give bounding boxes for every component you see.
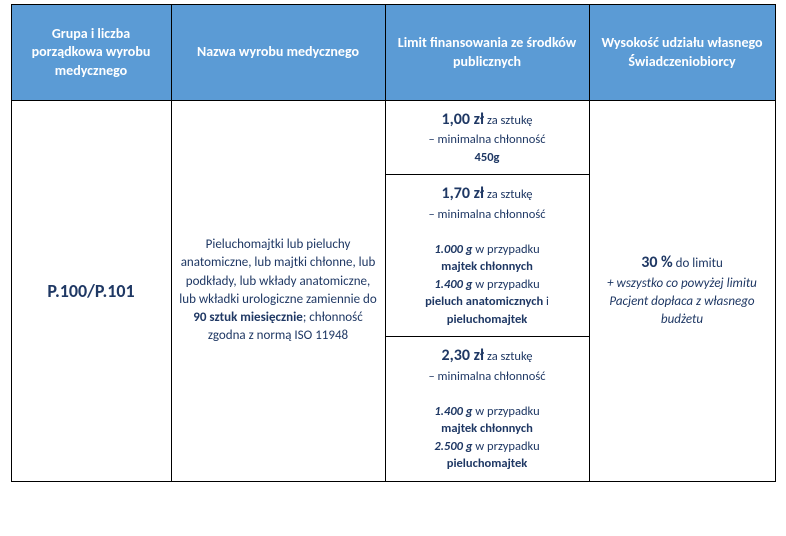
limit2-d0-g: 1.400 g [434,404,472,419]
limit1-d1-bold: pieluch anatomicznych [425,294,543,309]
limit2-d1-bold: pieluchomajtek [447,456,528,471]
limit2-d0-txt: w przypadku [472,404,539,419]
copay-note: + wszystko co powyżej limitu Pacjent dop… [607,276,757,327]
limit1-per: za sztukę [484,187,532,202]
name-bold: 90 sztuk miesięcznie [193,310,303,325]
limit0-price: 1,00 zł [442,110,485,129]
limit2-d1-g: 2.500 g [434,439,472,454]
limit1-d1-and: i [543,294,549,309]
limit1-d0-bold: majtek chłonnych [441,259,533,274]
table-header-row: Grupa i liczba porządkowa wyrobu medyczn… [11,5,775,101]
limit2-dash: – minimalna chłonność [428,369,545,384]
cell-limit-2: 2,30 zł za sztukę – minimalna chłonność … [385,337,589,481]
copay-pct: 30 % [641,253,673,272]
cell-copay: 30 % do limitu + wszystko co powyżej lim… [589,101,775,482]
limit1-d1-bold2: pieluchomajtek [447,312,528,327]
limit1-dash: – minimalna chłonność [428,207,545,222]
limit2-price: 2,30 zł [442,346,485,365]
limit1-d1-g: 1.400 g [434,277,472,292]
limit1-d0-txt: w przypadku [472,242,539,257]
cell-group-code: P.100/P.101 [11,101,171,482]
limit2-d1-txt: w przypadku [472,439,539,454]
header-copay: Wysokość udziału własnego Świadczeniobio… [589,5,775,101]
table-row: P.100/P.101 Pieluchomajtki lub pieluchy … [11,101,775,175]
limit1-d0-g: 1.000 g [434,242,472,257]
reimbursement-table: Grupa i liczba porządkowa wyrobu medyczn… [11,4,776,482]
limit2-d0-bold: majtek chłonnych [441,421,533,436]
limit0-per: za sztukę [484,113,532,128]
limit1-d1-txt: w przypadku [472,277,539,292]
name-pre: Pieluchomajtki lub pieluchy anatomiczne,… [179,237,376,307]
header-group-code: Grupa i liczba porządkowa wyrobu medyczn… [11,5,171,101]
header-limit: Limit finansowania ze środków publicznyc… [385,5,589,101]
cell-product-name: Pieluchomajtki lub pieluchy anatomiczne,… [171,101,385,482]
header-product-name: Nazwa wyrobu medycznego [171,5,385,101]
copay-pct-suffix: do limitu [673,256,723,271]
limit0-dash: – minimalna chłonność [428,132,545,147]
cell-limit-0: 1,00 zł za sztukę – minimalna chłonność … [385,101,589,175]
limit1-price: 1,70 zł [442,184,485,203]
limit2-per: za sztukę [484,349,532,364]
cell-limit-1: 1,70 zł za sztukę – minimalna chłonność … [385,175,589,337]
limit0-tail: 450g [475,150,500,165]
